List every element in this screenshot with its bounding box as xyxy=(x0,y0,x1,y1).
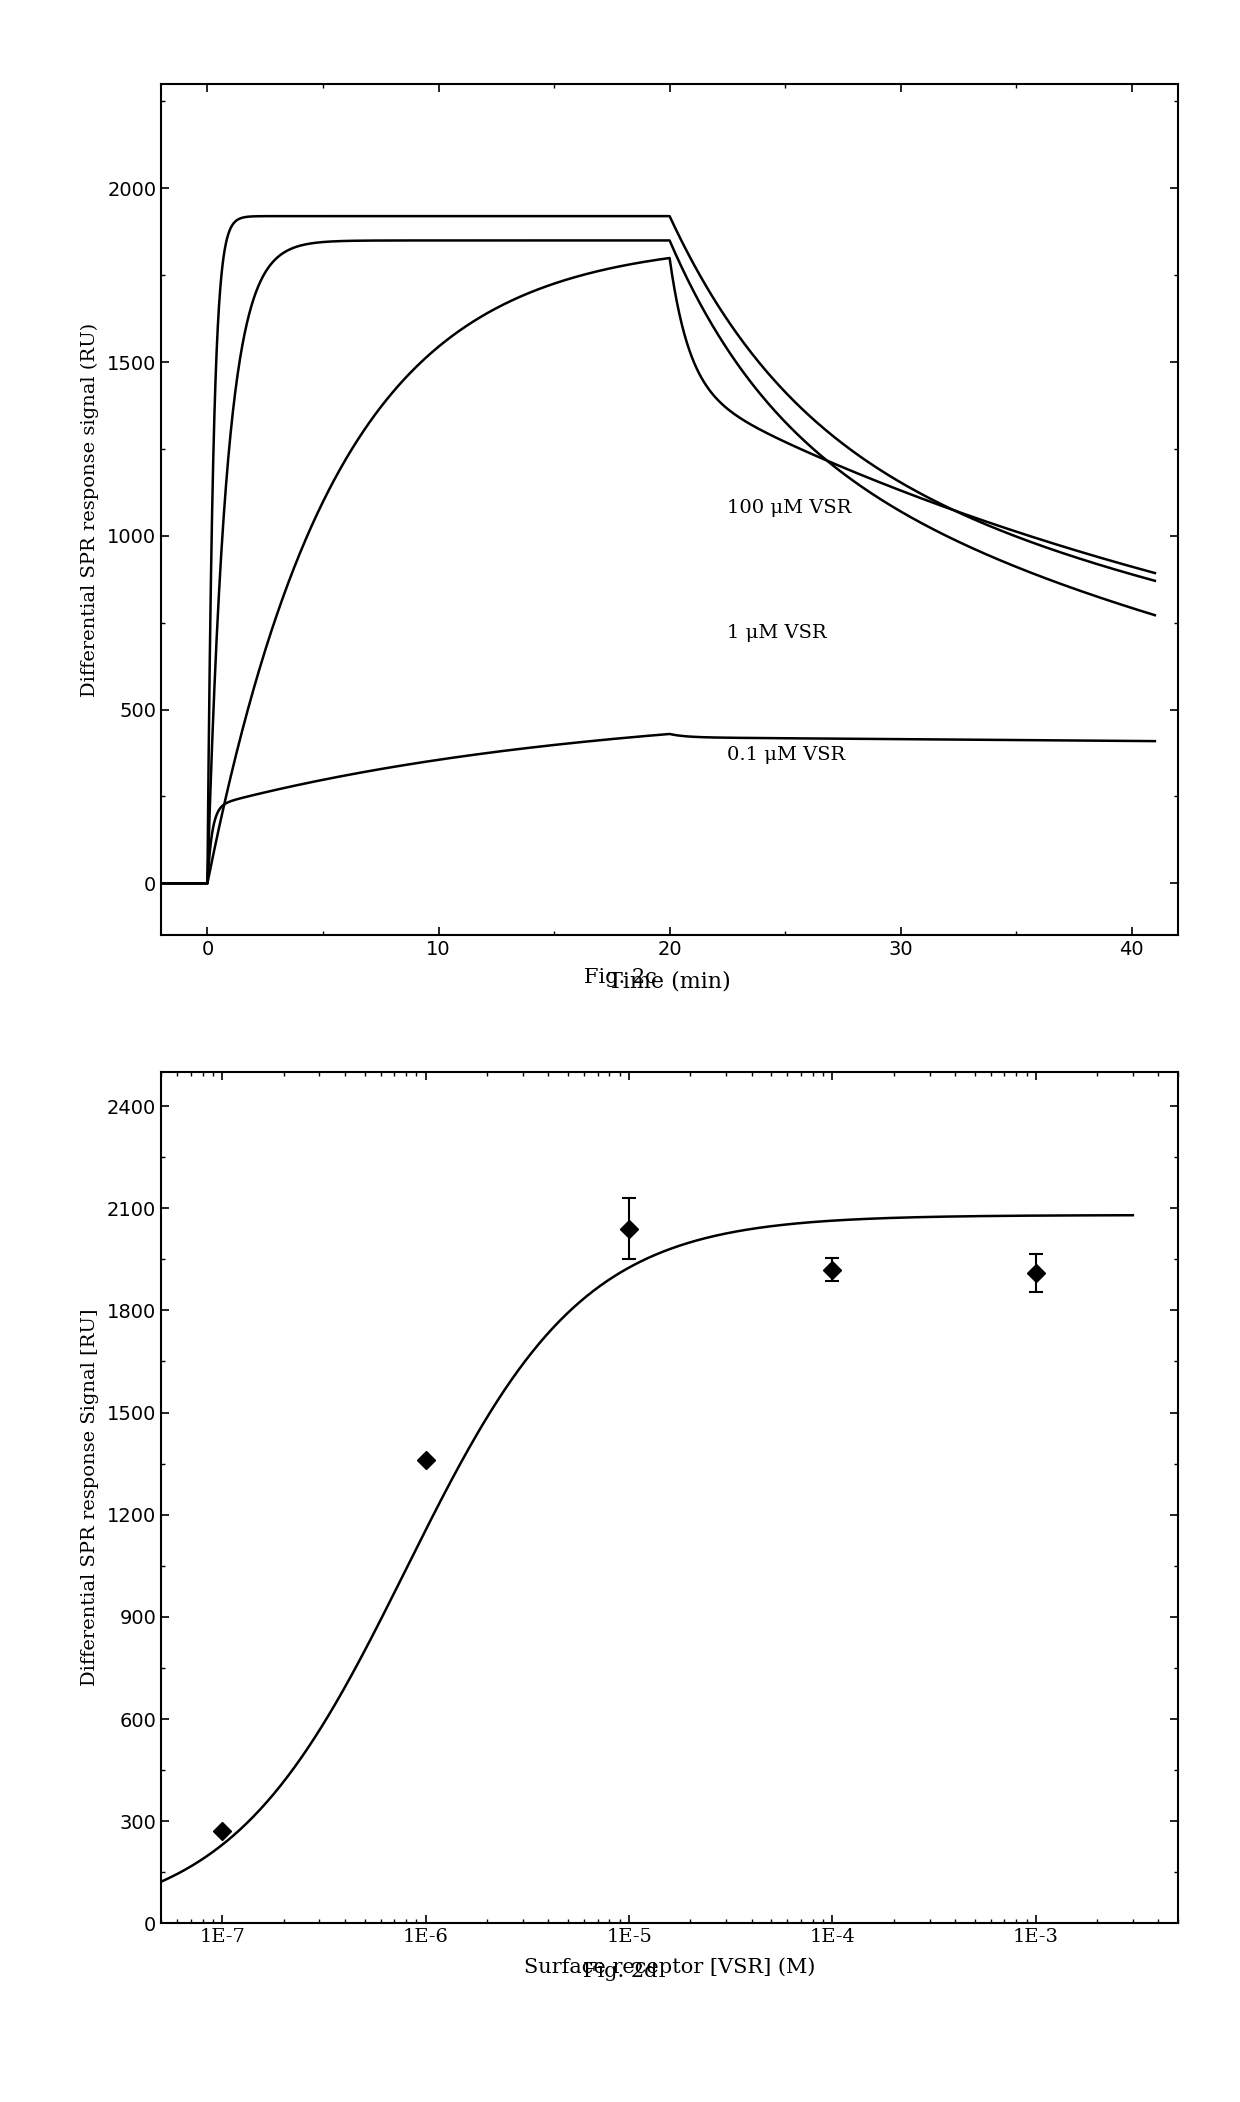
X-axis label: Time (min): Time (min) xyxy=(609,971,730,992)
Text: Fig. 2c: Fig. 2c xyxy=(584,967,656,988)
Y-axis label: Differential SPR response Signal [RU]: Differential SPR response Signal [RU] xyxy=(81,1310,99,1686)
X-axis label: Surface receptor [VSR] (M): Surface receptor [VSR] (M) xyxy=(525,1957,815,1978)
Text: Fig. 2d: Fig. 2d xyxy=(583,1961,657,1982)
Y-axis label: Differential SPR response signal (RU): Differential SPR response signal (RU) xyxy=(81,324,99,696)
Text: 100 μM VSR: 100 μM VSR xyxy=(728,498,852,517)
Text: 1 μM VSR: 1 μM VSR xyxy=(728,624,827,641)
Text: 0.1 μM VSR: 0.1 μM VSR xyxy=(728,746,846,763)
